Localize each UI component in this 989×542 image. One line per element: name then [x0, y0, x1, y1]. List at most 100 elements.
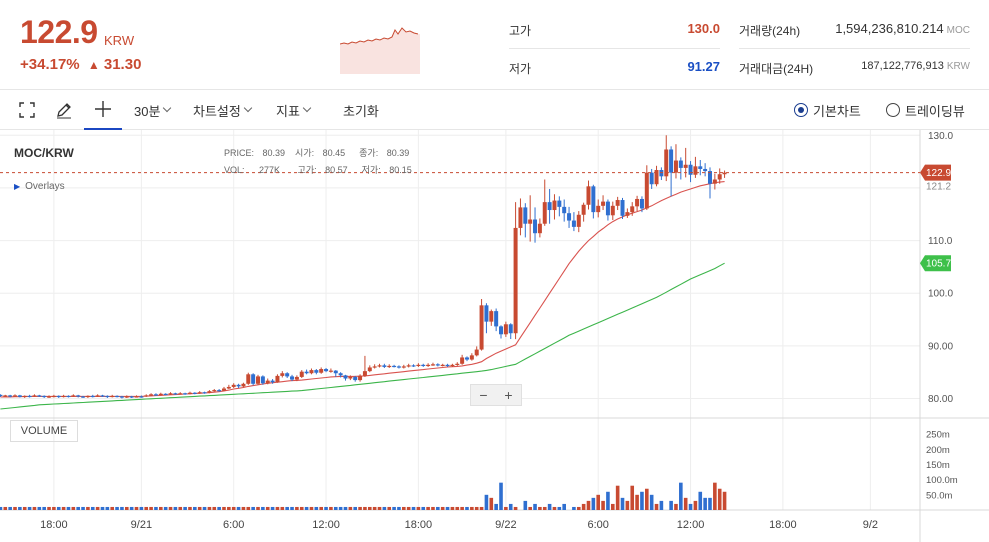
indicators-dropdown[interactable]: 지표	[276, 90, 312, 130]
ticker-header: 122.9 KRW +34.17% ▲ 31.30 고가 130.0 저가 91…	[0, 0, 989, 90]
candle-body	[401, 366, 406, 368]
time-tick-label: 6:00	[587, 519, 608, 531]
candle-body	[144, 395, 149, 397]
indicators-label: 지표	[276, 103, 300, 119]
stat-divider	[509, 48, 720, 49]
volume-bar	[193, 506, 197, 510]
volume-bar	[440, 506, 445, 510]
basic-chart-radio[interactable]: 기본차트	[794, 90, 861, 130]
overlays-toggle[interactable]: ▶ Overlays	[14, 181, 65, 192]
volume-tick-label: 100.0m	[926, 475, 958, 486]
candle-body	[71, 395, 76, 397]
high-info-value: 80.57	[325, 165, 348, 175]
volume-bar	[649, 494, 654, 510]
ma-short-tag-text: 121.2	[926, 182, 951, 193]
candle-body	[149, 394, 154, 396]
volume-bar	[645, 488, 649, 510]
volume-bar	[144, 506, 149, 510]
ma-short-line	[0, 181, 725, 398]
open-value: 80.45	[322, 148, 346, 158]
volume-bar	[76, 506, 80, 510]
candle-body	[644, 172, 649, 209]
interval-dropdown[interactable]: 30분	[134, 90, 172, 130]
volume-bar	[581, 503, 586, 510]
candle-body	[110, 395, 115, 398]
radio-selected-icon	[794, 103, 808, 117]
volume-24h-unit: MOC	[946, 25, 970, 36]
candle-body	[382, 365, 387, 367]
tradingview-radio[interactable]: 트레이딩뷰	[886, 90, 965, 130]
volume-bar	[615, 485, 620, 510]
candle-body	[445, 364, 450, 367]
volume-bar	[81, 506, 85, 510]
candle-body	[265, 380, 270, 384]
volume-bar	[397, 506, 401, 510]
candle-body	[717, 174, 722, 180]
candle-body	[100, 395, 105, 397]
volume-bar	[18, 506, 22, 510]
volume-bar	[197, 506, 202, 510]
pencil-icon[interactable]	[52, 90, 76, 130]
close-label: 종가:	[359, 148, 379, 158]
volume-bar	[163, 506, 168, 510]
chart-settings-label: 차트설정	[193, 103, 241, 119]
reset-button[interactable]: 초기화	[343, 103, 379, 119]
time-tick-label: 12:00	[312, 519, 340, 531]
candle-body	[47, 396, 52, 398]
chart-toolbar: 30분 차트설정 지표 초기화 기본차트 트레이딩뷰	[0, 90, 989, 130]
basic-chart-label: 기본차트	[813, 103, 861, 119]
time-tick-label: 9/22	[495, 519, 516, 531]
candle-body	[270, 380, 275, 383]
volume-bar	[470, 506, 474, 510]
last-price-tag-shape	[920, 164, 951, 181]
volume-bar	[489, 497, 494, 510]
volume-bar	[56, 506, 61, 510]
candle-body	[450, 364, 455, 367]
volume-bar	[338, 506, 343, 510]
volume-bar	[363, 506, 367, 510]
volume-bar	[90, 506, 95, 510]
radio-unselected-icon	[886, 103, 900, 117]
volume-bar	[372, 506, 377, 510]
volume-bar	[416, 506, 421, 510]
ohlc-row-2: VOL: 277K 고가: 80.57 저가: 80.15	[224, 163, 412, 176]
candle-body	[503, 324, 508, 335]
volume-bar	[86, 506, 90, 510]
candle-body	[494, 311, 499, 327]
time-tick-label: 12:00	[677, 519, 705, 531]
ma-long-tag: 105.7	[920, 255, 951, 272]
time-tick-label: 18:00	[769, 519, 797, 531]
low-value: 91.27	[687, 59, 720, 74]
volume-bar	[596, 494, 601, 510]
volume-bar	[348, 506, 353, 510]
volume-bar	[484, 494, 489, 510]
volume-bar	[178, 506, 183, 510]
zoom-in-button[interactable]: +	[504, 387, 513, 403]
chart-canvas[interactable]: 80.00 90.00 100.0 110.0 130.0 50.0m 100.0m 150m…	[0, 130, 989, 542]
crosshair-icon[interactable]	[84, 90, 122, 130]
candle-body	[387, 365, 392, 368]
candle-body	[659, 170, 664, 177]
candle-body	[51, 395, 56, 398]
interval-label: 30분	[134, 103, 161, 119]
candle-body	[236, 384, 241, 387]
price-chart[interactable]: 80.00 90.00 100.0 110.0 130.0 50.0m 100.0m 150m…	[0, 130, 989, 542]
close-value: 80.39	[386, 148, 410, 158]
candle-body	[8, 395, 13, 397]
candle-body	[202, 392, 207, 394]
vol-value: 277K	[259, 165, 281, 175]
turnover-24h-unit: KRW	[946, 61, 970, 72]
fullscreen-icon[interactable]	[16, 90, 38, 130]
price-tick-label: 80.00	[928, 394, 953, 405]
candle-body	[440, 364, 445, 367]
volume-bar	[708, 497, 712, 510]
candle-body	[275, 375, 280, 383]
candle-body	[508, 324, 513, 334]
candle-body	[212, 390, 217, 392]
chart-settings-dropdown[interactable]: 차트설정	[193, 90, 253, 130]
volume-bar	[717, 488, 722, 510]
zoom-out-button[interactable]: −	[479, 387, 488, 403]
candle-body	[22, 395, 27, 398]
volume-24h-value: 1,594,236,810.214	[835, 21, 944, 36]
candle-body	[358, 375, 363, 381]
